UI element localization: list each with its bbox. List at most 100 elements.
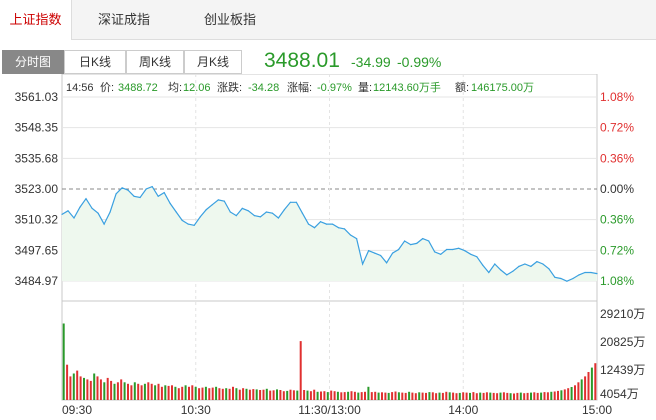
volume-bar	[360, 392, 363, 400]
price-point	[464, 250, 466, 252]
volume-bars	[62, 323, 597, 400]
info-avg-label: 均:	[168, 81, 182, 94]
volume-bar	[62, 323, 65, 400]
price-point	[157, 195, 159, 197]
volume-bar	[306, 390, 309, 400]
volume-bar	[252, 389, 255, 400]
price-point	[578, 274, 580, 276]
volume-bar	[110, 380, 113, 400]
tab-intraday[interactable]: 分时图	[2, 50, 64, 74]
volume-bar	[431, 392, 434, 400]
volume-bar	[469, 392, 471, 400]
volume-bar	[570, 387, 573, 400]
volume-bar	[143, 383, 146, 400]
volume-bar	[475, 393, 478, 400]
volume-bar	[269, 390, 272, 400]
vol-tick-label: 29210万	[600, 307, 645, 321]
volume-bar	[184, 385, 187, 400]
volume-bar	[333, 391, 336, 400]
price-change: -34.99	[351, 54, 391, 70]
tab-shanghai-index[interactable]: 上证指数	[0, 0, 72, 40]
price-point	[536, 261, 538, 263]
volume-bar	[160, 386, 163, 400]
volume-bar	[86, 379, 89, 400]
price-point	[500, 269, 502, 271]
volume-bar	[133, 382, 136, 400]
volume-bar	[225, 388, 228, 400]
price-point	[253, 215, 255, 217]
volume-bar	[441, 392, 444, 400]
price-point	[241, 207, 243, 209]
volume-bar	[438, 392, 441, 400]
volume-bar	[116, 382, 119, 400]
volume-bar	[340, 392, 343, 400]
y-tick-label: 3484.97	[15, 274, 59, 288]
volume-bar	[401, 392, 404, 400]
tab-shenzhen-index[interactable]: 深证成指	[97, 12, 150, 27]
volume-bar	[238, 389, 241, 400]
tab-chinext-index[interactable]: 创业板指	[203, 12, 256, 27]
price-point	[121, 187, 123, 189]
tab-monthly-k[interactable]: 月K线	[184, 50, 242, 74]
volume-bar	[574, 385, 576, 400]
volume-bar	[472, 392, 475, 400]
volume-bar	[425, 392, 427, 400]
price-point	[289, 201, 291, 203]
volume-bar	[557, 390, 559, 400]
pct-tick-label: 1.08%	[600, 90, 634, 104]
info-vol-label: 量:	[358, 81, 372, 94]
pct-tick-label: 0.00%	[600, 182, 634, 196]
y-tick-label: 3561.03	[15, 90, 59, 104]
volume-bar	[120, 379, 123, 400]
price-point	[151, 186, 153, 188]
volume-bar	[577, 382, 580, 400]
volume-bar	[181, 386, 184, 400]
price-point	[199, 216, 201, 218]
volume-bar	[540, 392, 543, 400]
vol-tick-label: 20825万	[600, 335, 645, 349]
price-point	[175, 211, 177, 213]
intraday-chart[interactable]: 3561.03 1.08% 3548.35 0.72% 3535.68 0.36% 3523…	[0, 74, 656, 420]
volume-bar	[323, 391, 326, 400]
tab-daily-k[interactable]: 日K线	[64, 50, 126, 74]
price-point	[518, 265, 520, 267]
volume-bar	[550, 391, 553, 400]
price-point	[368, 250, 370, 252]
volume-bar	[245, 388, 248, 400]
price-point	[307, 223, 310, 225]
volume-bar	[377, 392, 380, 400]
volume-bar	[536, 392, 539, 400]
volume-bar	[381, 392, 383, 400]
volume-bar	[374, 391, 377, 400]
price-area	[61, 185, 598, 282]
volume-bar	[113, 383, 116, 400]
volume-bar	[191, 385, 194, 400]
tab-weekly-k[interactable]: 周K线	[126, 50, 184, 74]
volume-bar	[482, 392, 485, 400]
volume-bar	[262, 389, 265, 400]
volume-bar	[204, 386, 207, 400]
volume-bar	[235, 388, 238, 400]
price-point	[325, 223, 328, 225]
price-point	[205, 209, 207, 211]
price-point	[187, 223, 189, 225]
volume-bar	[560, 390, 563, 400]
price-point	[428, 240, 430, 242]
volume-bar	[543, 392, 546, 400]
volume-bar	[130, 385, 133, 400]
info-amt: 146175.00万	[471, 82, 534, 94]
volume-bar	[523, 393, 526, 400]
price-point	[169, 202, 171, 205]
price-point	[115, 193, 117, 195]
volume-bar	[66, 364, 69, 400]
pct-tick-label: 0.36%	[600, 151, 634, 165]
volume-bar	[137, 383, 140, 400]
price-point	[91, 207, 93, 209]
price-point	[386, 262, 388, 264]
price-point	[313, 227, 316, 229]
volume-bar	[580, 379, 583, 400]
volume-bar	[357, 392, 360, 400]
volume-bar	[72, 373, 75, 400]
volume-bar	[211, 387, 214, 400]
price-point	[295, 201, 297, 203]
